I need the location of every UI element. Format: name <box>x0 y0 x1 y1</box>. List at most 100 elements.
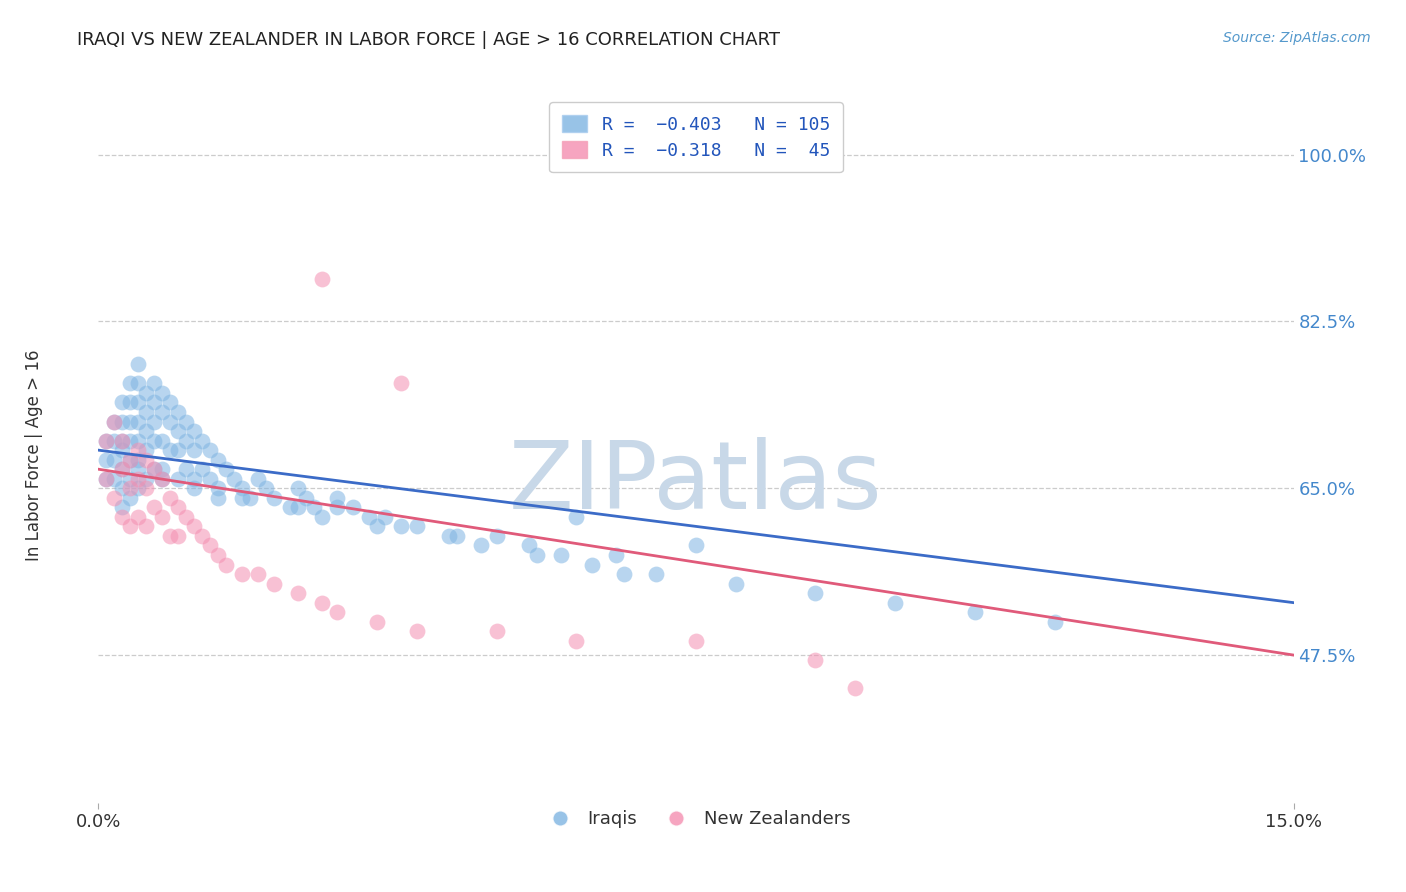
Point <box>374 509 396 524</box>
Text: Source: ZipAtlas.com: Source: ZipAtlas.com <box>1223 31 1371 45</box>
Point <box>565 509 588 524</box>
Point <box>167 500 190 515</box>
Point <box>406 624 429 639</box>
Point <box>159 395 181 409</box>
Point <box>645 567 668 582</box>
Point <box>111 462 134 476</box>
Point <box>311 271 333 285</box>
Point <box>485 529 508 543</box>
Point <box>150 462 173 476</box>
Point <box>326 491 349 505</box>
Point <box>198 472 221 486</box>
Text: IRAQI VS NEW ZEALANDER IN LABOR FORCE | AGE > 16 CORRELATION CHART: IRAQI VS NEW ZEALANDER IN LABOR FORCE | … <box>77 31 780 49</box>
Point <box>111 481 134 495</box>
Point <box>135 472 157 486</box>
Point <box>804 586 827 600</box>
Point <box>150 386 173 401</box>
Point <box>239 491 262 505</box>
Point <box>167 424 190 438</box>
Point <box>254 481 277 495</box>
Point <box>613 567 636 582</box>
Point <box>183 472 205 486</box>
Point <box>191 434 214 448</box>
Point <box>183 519 205 533</box>
Point <box>135 452 157 467</box>
Point <box>389 376 412 391</box>
Point <box>96 434 118 448</box>
Point <box>111 434 134 448</box>
Point <box>191 529 214 543</box>
Point <box>326 605 349 619</box>
Point <box>550 548 572 562</box>
Point <box>198 443 221 458</box>
Point <box>103 472 125 486</box>
Point <box>167 405 190 419</box>
Point <box>120 395 142 409</box>
Legend: Iraqis, New Zealanders: Iraqis, New Zealanders <box>534 803 858 836</box>
Point <box>120 452 142 467</box>
Point <box>183 481 205 495</box>
Point <box>135 519 157 533</box>
Point <box>278 500 301 515</box>
Point <box>167 529 190 543</box>
Point <box>207 491 229 505</box>
Point <box>174 434 197 448</box>
Point <box>103 415 125 429</box>
Point <box>120 519 142 533</box>
Point <box>231 491 253 505</box>
Point <box>111 462 134 476</box>
Point <box>685 539 707 553</box>
Point <box>222 472 245 486</box>
Point <box>366 615 388 629</box>
Point <box>1043 615 1066 629</box>
Point <box>127 357 149 371</box>
Point <box>159 443 181 458</box>
Point <box>287 481 309 495</box>
Point <box>143 462 166 476</box>
Point <box>174 415 197 429</box>
Text: ZIPatlas: ZIPatlas <box>509 437 883 529</box>
Point <box>103 415 125 429</box>
Point <box>120 481 142 495</box>
Point <box>844 681 866 696</box>
Point <box>311 509 333 524</box>
Point <box>389 519 412 533</box>
Point <box>135 443 157 458</box>
Point <box>96 452 118 467</box>
Point <box>150 472 173 486</box>
Point <box>120 472 142 486</box>
Point <box>143 395 166 409</box>
Point <box>143 415 166 429</box>
Point <box>120 415 142 429</box>
Point <box>302 500 325 515</box>
Point <box>605 548 627 562</box>
Point <box>724 576 747 591</box>
Point <box>96 472 118 486</box>
Point <box>96 472 118 486</box>
Point <box>150 509 173 524</box>
Point <box>526 548 548 562</box>
Point <box>111 395 134 409</box>
Point <box>198 539 221 553</box>
Point <box>581 558 603 572</box>
Point <box>96 434 118 448</box>
Point <box>231 481 253 495</box>
Point <box>135 405 157 419</box>
Point <box>311 596 333 610</box>
Point <box>111 415 134 429</box>
Point <box>437 529 460 543</box>
Point <box>127 509 149 524</box>
Point <box>183 443 205 458</box>
Point <box>127 443 149 458</box>
Point <box>150 472 173 486</box>
Point <box>127 395 149 409</box>
Point <box>342 500 364 515</box>
Point <box>120 452 142 467</box>
Point <box>366 519 388 533</box>
Point <box>231 567 253 582</box>
Point <box>103 491 125 505</box>
Point <box>143 500 166 515</box>
Point <box>174 462 197 476</box>
Point <box>207 481 229 495</box>
Point <box>120 376 142 391</box>
